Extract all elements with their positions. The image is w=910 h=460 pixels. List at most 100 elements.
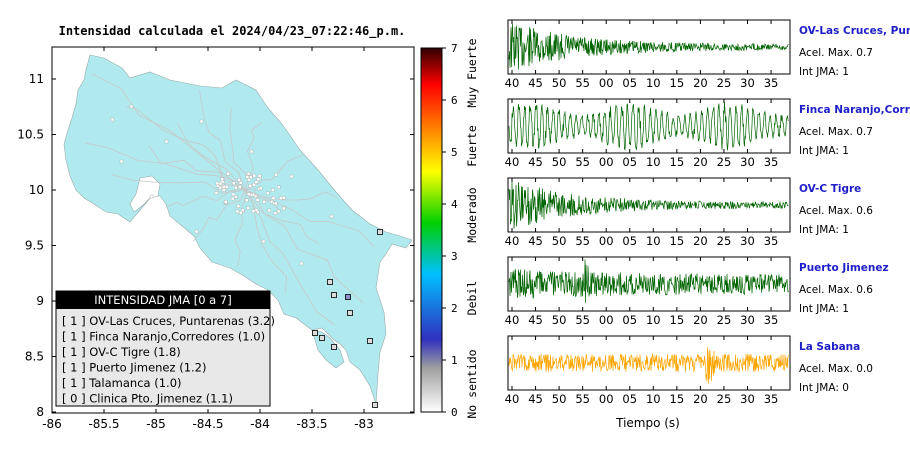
- time-tick-label: 25: [717, 234, 732, 248]
- station-marker: [327, 279, 333, 285]
- station-marker: [331, 292, 337, 298]
- waveform-line: [508, 259, 789, 303]
- time-tick-label: 05: [622, 234, 637, 248]
- colorbar-tick: 6: [451, 94, 458, 107]
- time-tick-label: 55: [575, 313, 590, 327]
- time-tick-label: 50: [552, 234, 567, 248]
- lat-tick-label: 9.5: [25, 239, 44, 253]
- colorbar-label: No sentido: [465, 349, 479, 418]
- colorbar-tick: 7: [451, 42, 458, 55]
- time-tick-label: 25: [717, 313, 732, 327]
- time-tick-label: 20: [693, 76, 708, 90]
- station-marker: [331, 344, 337, 350]
- waveform-line: [508, 101, 789, 151]
- accel-max: Acel. Max. 0.6: [799, 205, 873, 217]
- time-tick-label: 45: [528, 313, 543, 327]
- time-tick-label: 20: [693, 313, 708, 327]
- time-tick-label: 00: [599, 76, 614, 90]
- lat-tick-label: 8: [36, 405, 44, 419]
- time-tick-label: 05: [622, 313, 637, 327]
- time-tick-label: 40: [505, 76, 520, 90]
- time-tick-label: 50: [552, 155, 567, 169]
- time-tick-label: 20: [693, 234, 708, 248]
- waveform-line: [508, 347, 789, 384]
- seismogram-0: 40 45 50 55 00 05 10 15 20 25 30 35 OV-Las Cruces, P…: [505, 19, 910, 90]
- colorbar-tick: 4: [451, 198, 458, 211]
- time-tick-label: 05: [622, 155, 637, 169]
- colorbar-gradient: [420, 47, 443, 413]
- time-tick-label: 05: [622, 392, 637, 406]
- time-tick-label: 20: [693, 392, 708, 406]
- lon-tick-label: -84.5: [192, 417, 223, 431]
- time-tick-label: 00: [599, 392, 614, 406]
- legend-entry: [ 1 ] Finca Naranjo,Corredores (1.0): [62, 330, 265, 344]
- time-tick-label: 35: [764, 155, 779, 169]
- station-marker: [347, 310, 353, 316]
- time-tick-label: 30: [740, 155, 755, 169]
- time-tick-label: 30: [740, 76, 755, 90]
- accel-max: Acel. Max. 0.6: [799, 284, 873, 296]
- time-tick-label: 10: [646, 313, 661, 327]
- time-tick-label: 35: [764, 76, 779, 90]
- time-tick-label: 20: [693, 155, 708, 169]
- time-tick-label: 00: [599, 155, 614, 169]
- accel-max: Acel. Max. 0.7: [799, 126, 873, 138]
- time-tick-label: 05: [622, 76, 637, 90]
- seismogram-4: 40 45 50 55 00 05 10 15 20 25 30 35 La Sabana Acel. M…: [505, 335, 873, 406]
- time-tick-label: 15: [670, 76, 685, 90]
- time-tick-label: 45: [528, 234, 543, 248]
- time-tick-label: 50: [552, 313, 567, 327]
- time-tick-label: 25: [717, 392, 732, 406]
- time-tick-label: 45: [528, 76, 543, 90]
- colorbar-label: Moderado: [465, 187, 479, 242]
- seismogram-1: 40 45 50 55 00 05 10 15 20 25 30 35 Finca Naranjo,Co…: [505, 98, 910, 169]
- time-tick-label: 25: [717, 76, 732, 90]
- int-jma: Int JMA: 1: [799, 66, 849, 78]
- lon-tick-label: -85: [146, 417, 166, 431]
- lon-tick-label: -83: [354, 417, 374, 431]
- station-name: OV-Las Cruces, Puntarenas: [799, 25, 910, 37]
- lat-tick-label: 9: [36, 294, 44, 308]
- time-axis-label: Tiempo (s): [615, 416, 680, 430]
- map-legend: INTENSIDAD JMA [0 a 7] [ 1 ] OV-Las Cruc…: [55, 290, 275, 407]
- accel-max: Acel. Max. 0.0: [799, 363, 873, 375]
- time-tick-label: 55: [575, 155, 590, 169]
- lat-tick-label: 11: [29, 72, 44, 86]
- time-tick-label: 15: [670, 155, 685, 169]
- time-tick-label: 15: [670, 234, 685, 248]
- lat-tick-label: 10: [29, 183, 44, 197]
- time-tick-label: 55: [575, 76, 590, 90]
- colorbar-tick: 1: [451, 354, 458, 367]
- lat-tick-label: 8.5: [25, 350, 44, 364]
- seismogram-panels: 40 45 50 55 00 05 10 15 20 25 30 35 OV-Las Cruces, P…: [505, 19, 910, 406]
- seismogram-3: 40 45 50 55 00 05 10 15 20 25 30 35 Puerto Jimenez Ac…: [505, 256, 889, 327]
- colorbar-tick: 5: [451, 146, 458, 159]
- colorbar-label: Muy Fuerte: [465, 38, 479, 107]
- time-tick-label: 45: [528, 155, 543, 169]
- lon-tick-label: -86: [42, 417, 62, 431]
- latitude-axis: 8 8.5 9 9.5 10 10.5 11: [17, 72, 414, 419]
- int-jma: Int JMA: 1: [799, 303, 849, 315]
- lon-tick-label: -83.5: [296, 417, 327, 431]
- lon-tick-label: -84: [250, 417, 270, 431]
- time-tick-label: 35: [764, 313, 779, 327]
- time-tick-label: 30: [740, 392, 755, 406]
- time-tick-label: 55: [575, 392, 590, 406]
- time-tick-label: 45: [528, 392, 543, 406]
- accel-max: Acel. Max. 0.7: [799, 47, 873, 59]
- station-name: Finca Naranjo,Corredores: [799, 104, 910, 116]
- colorbar-tick: 2: [451, 302, 458, 315]
- station-markers: [110, 104, 383, 408]
- station-marker: [345, 294, 351, 300]
- station-name: La Sabana: [799, 341, 860, 353]
- station-marker: [312, 330, 318, 336]
- legend-entry: [ 0 ] Clinica Pto. Jimenez (1.1): [62, 392, 233, 406]
- station-marker: [372, 402, 378, 408]
- legend-entry: [ 1 ] OV-C Tigre (1.8): [62, 345, 181, 359]
- colorbar-tick: 0: [451, 406, 458, 419]
- waveform-line: [508, 23, 789, 70]
- station-marker: [319, 335, 325, 341]
- longitude-axis: -86 -85.5 -85 -84.5 -84 -83.5 -83: [42, 47, 374, 431]
- int-jma: Int JMA: 1: [799, 145, 849, 157]
- time-tick-label: 00: [599, 313, 614, 327]
